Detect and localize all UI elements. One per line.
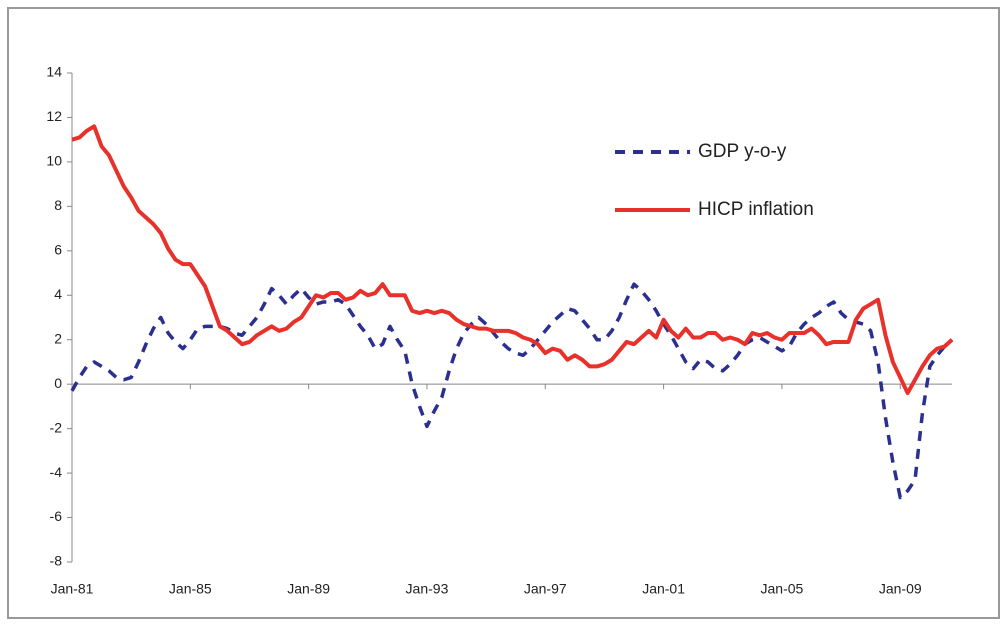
y-tick-label: 4 — [54, 286, 62, 302]
x-tick-label: Jan-97 — [524, 581, 567, 597]
x-tick-label: Jan-89 — [287, 581, 330, 597]
legend-label: HICP inflation — [698, 199, 814, 220]
x-tick-label: Jan-09 — [879, 581, 922, 597]
x-tick-label: Jan-05 — [761, 581, 804, 597]
y-tick-label: 8 — [54, 197, 62, 213]
y-tick-label: 2 — [54, 330, 62, 346]
y-tick-label: -4 — [50, 464, 63, 480]
y-tick-label: 10 — [46, 153, 62, 169]
x-tick-label: Jan-81 — [51, 581, 94, 597]
y-tick-label: -8 — [50, 553, 63, 569]
y-tick-label: 6 — [54, 242, 62, 258]
legend-label: GDP y-o-y — [698, 141, 787, 162]
y-tick-label: 0 — [54, 375, 62, 391]
x-tick-label: Jan-93 — [406, 581, 449, 597]
series-line — [71, 124, 954, 396]
x-tick-label: Jan-85 — [169, 581, 212, 597]
x-tick-label: Jan-01 — [642, 581, 685, 597]
y-tick-label: -2 — [50, 419, 63, 435]
y-tick-label: -6 — [50, 508, 63, 524]
y-tick-label: 12 — [46, 108, 62, 124]
y-tick-label: 14 — [46, 64, 62, 80]
chart-border — [7, 7, 1000, 619]
series-line — [70, 282, 954, 500]
